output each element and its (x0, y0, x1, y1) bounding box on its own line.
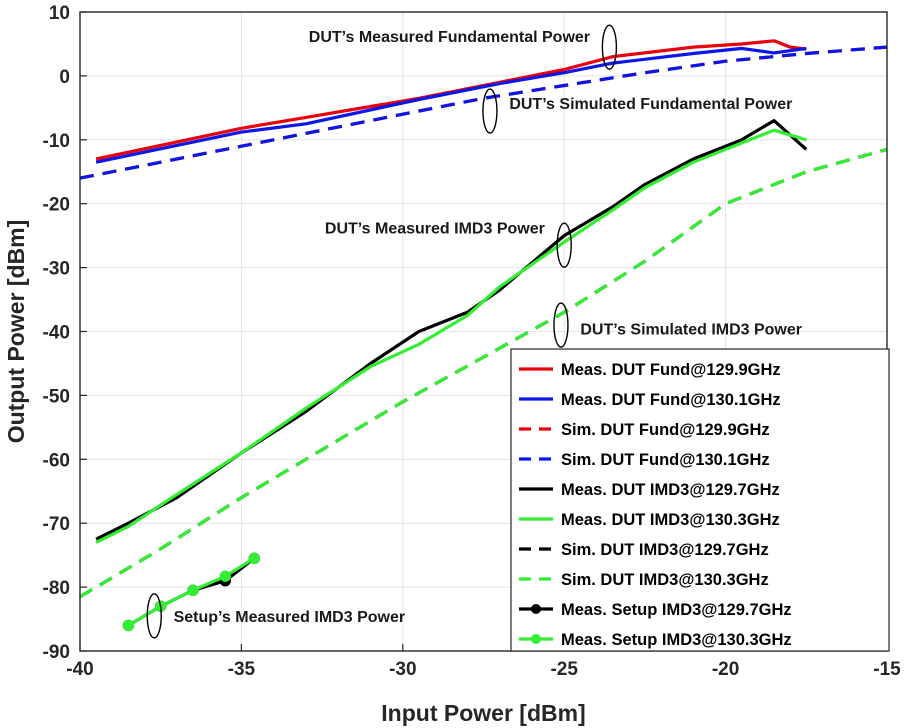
legend-label: Meas. DUT Fund@130.1GHz (561, 391, 781, 409)
annotations: DUT’s Measured Fundamental Power DUT’s Si… (146, 24, 802, 639)
legend-label: Meas. Setup IMD3@129.7GHz (561, 601, 792, 619)
series-line-2 (95, 46, 807, 164)
y-tick-label: -30 (43, 259, 70, 280)
y-tick-label: -70 (43, 514, 70, 535)
y-tick-label: -60 (43, 450, 70, 471)
y-tick-label: -50 (43, 386, 70, 407)
annotation-label: DUT’s Measured IMD3 Power (325, 221, 545, 238)
legend-marker (531, 634, 541, 644)
y-tick-label: -90 (43, 642, 70, 663)
annotation-ellipse (601, 24, 618, 70)
legend-marker (531, 604, 541, 614)
legend-label: Sim. DUT Fund@129.9GHz (561, 421, 770, 439)
annotation-label: DUT’s Measured Fundamental Power (309, 29, 590, 46)
series-10-point (187, 584, 199, 596)
ticks: -40 -35 -30 -25 -20 -15 10 0 -10 -20 -30 -40 -50 -60 -… (43, 3, 902, 680)
legend-label: Meas. Setup IMD3@130.3GHz (561, 631, 792, 649)
x-tick-label: -25 (550, 659, 578, 680)
annotation-label: DUT’s Simulated IMD3 Power (580, 322, 802, 339)
series-line-8 (79, 147, 888, 599)
legend-label: Sim. DUT IMD3@129.7GHz (561, 541, 769, 559)
series-10-point (219, 570, 231, 582)
legend: Meas. DUT Fund@129.9GHz Meas. DUT Fund@13… (510, 348, 890, 652)
legend-label: Meas. DUT IMD3@129.7GHz (561, 481, 780, 499)
annotation-label: DUT’s Simulated Fundamental Power (509, 96, 792, 113)
x-tick-label: -35 (228, 659, 256, 680)
legend-label: Sim. DUT Fund@130.1GHz (561, 451, 770, 469)
series-layer (79, 39, 888, 632)
y-tick-label: 0 (59, 67, 70, 88)
annotation-label: Setup’s Measured IMD3 Power (174, 609, 405, 626)
y-tick-label: -80 (43, 578, 70, 599)
series-10-point (248, 552, 261, 565)
y-tick-label: -10 (43, 131, 70, 152)
annotation-ellipse (482, 88, 498, 134)
y-axis-title: Output Power [dBm] (3, 220, 29, 444)
legend-label: Sim. DUT IMD3@130.3GHz (561, 571, 769, 589)
y-tick-label: -20 (43, 195, 70, 216)
x-tick-label: -30 (389, 659, 416, 680)
x-tick-label: -40 (66, 659, 93, 680)
y-tick-label: 10 (49, 3, 70, 24)
annotation-ellipse (146, 593, 162, 639)
x-tick-label: -20 (712, 659, 739, 680)
series-10-point (122, 619, 135, 632)
series-line-1 (95, 39, 807, 161)
annotation-ellipse (553, 302, 569, 348)
x-tick-label: -15 (873, 659, 901, 680)
legend-label: Meas. DUT IMD3@130.3GHz (561, 511, 780, 529)
legend-box (510, 348, 890, 652)
series-line-6 (95, 128, 807, 544)
y-tick-label: -40 (43, 323, 70, 344)
x-axis-title: Input Power [dBm] (381, 700, 585, 726)
annotation-ellipse (556, 222, 572, 268)
legend-label: Meas. DUT Fund@129.9GHz (561, 361, 781, 379)
